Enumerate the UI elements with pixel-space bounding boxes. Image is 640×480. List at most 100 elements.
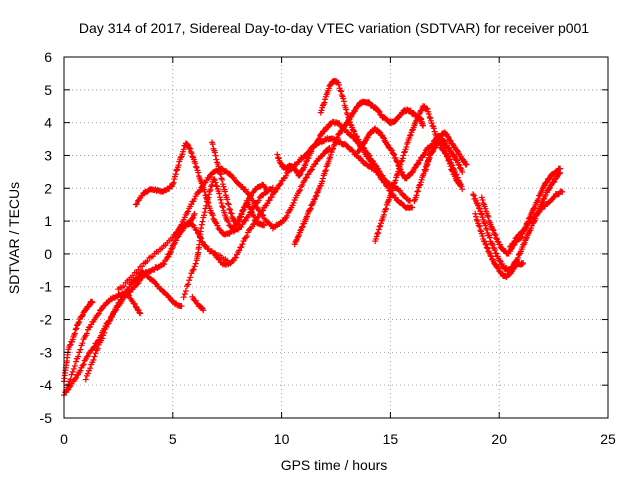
data-point [496,257,503,264]
data-point [192,260,199,267]
data-point [71,376,78,383]
data-point [198,225,205,232]
data-point [429,143,436,150]
data-point [101,329,108,336]
data-point [250,221,257,228]
data-point [193,300,200,307]
data-point [322,167,329,174]
data-point [319,178,326,185]
data-point [293,237,300,244]
data-point [406,132,413,139]
data-point [225,218,232,225]
data-point [172,171,179,178]
data-point [218,200,225,207]
data-point [185,208,192,215]
data-point [391,151,398,158]
data-point [130,300,137,307]
data-point [191,195,198,202]
data-point [538,199,545,206]
data-point [255,197,262,204]
data-point [519,261,526,268]
data-point [66,342,73,349]
data-point [403,144,410,151]
data-point [338,88,345,95]
data-point [177,154,184,161]
data-point [260,221,267,228]
data-point [376,223,383,230]
x-tick-label: 0 [60,431,68,447]
data-point [322,168,329,175]
data-point [169,181,176,188]
data-point [203,202,210,209]
data-point [69,368,76,375]
data-point [344,111,351,118]
data-point [137,310,144,317]
data-point [236,247,243,254]
data-point [250,197,257,204]
data-point [197,187,203,194]
data-point [79,340,86,347]
data-point [273,186,280,193]
x-tick-label: 5 [169,431,177,447]
data-point [325,85,332,92]
data-point [178,303,185,310]
data-point [133,200,140,207]
data-point [296,171,303,178]
data-point [413,192,420,199]
data-point [324,124,331,131]
data-point [181,291,188,298]
data-point [68,371,75,378]
data-point [77,367,84,374]
data-point [214,222,221,229]
data-point [488,240,495,247]
data-point [554,174,561,181]
data-point [72,374,79,381]
data-point [260,207,267,214]
data-point [395,168,402,175]
data-point [490,227,497,234]
y-tick-label: 2 [44,180,52,196]
data-point [200,307,207,314]
data-point [550,179,557,186]
data-point [91,353,98,360]
series-track-22 [507,188,566,250]
data-point [375,226,382,233]
y-tick-label: -4 [40,377,53,393]
data-point [311,161,318,168]
data-point [520,260,527,267]
data-point [188,150,195,157]
data-point [238,244,245,251]
data-point [212,250,219,257]
data-point [428,120,435,127]
data-point [209,212,216,219]
data-point [202,242,209,249]
data-point [261,222,268,229]
data-point [334,134,341,141]
series-track-20 [472,210,527,281]
data-point [293,168,300,175]
data-point [108,313,115,320]
data-point [297,227,304,234]
data-point [79,362,86,369]
data-point [169,297,176,304]
data-point [374,230,381,237]
data-point [189,153,196,160]
data-point [84,370,91,377]
data-point [164,254,171,261]
data-point [440,141,447,148]
data-point [393,172,400,179]
data-point [329,146,336,153]
data-point [267,221,274,228]
data-point [209,141,216,148]
data-point [483,241,490,248]
y-tick-label: 0 [44,246,52,262]
data-point [473,216,480,223]
y-tick-label: 3 [44,147,52,163]
data-point [182,287,189,294]
data-point [532,213,539,220]
data-point [424,161,431,168]
data-point [229,258,236,265]
data-point [167,249,174,256]
data-point [90,357,97,364]
data-point [84,352,91,359]
